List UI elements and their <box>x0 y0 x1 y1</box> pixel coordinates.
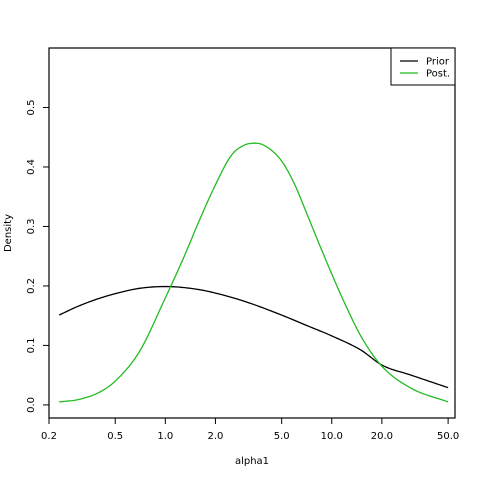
x-axis-label: alpha1 <box>235 456 269 467</box>
x-tick-label: 0.2 <box>41 431 57 442</box>
series-line-post <box>59 142 449 403</box>
x-tick-label: 5.0 <box>274 431 290 442</box>
plot-frame <box>48 47 456 419</box>
legend-label: Prior <box>426 57 450 68</box>
x-axis: 0.2 0.5 1.0 2.0 5.0 10.0 20.0 50.0 <box>41 418 459 442</box>
y-axis-label: Density <box>3 214 14 252</box>
legend-box <box>390 47 456 86</box>
y-axis: 0.0 0.1 0.2 0.3 0.4 0.5 <box>26 100 49 413</box>
y-tick-label: 0.0 <box>26 397 37 413</box>
x-tick-label: 2.0 <box>207 431 223 442</box>
y-tick-label: 0.2 <box>26 278 37 294</box>
x-tick-label: 10.0 <box>321 431 343 442</box>
legend-label: Post. <box>426 69 450 80</box>
x-tick-label: 20.0 <box>371 431 393 442</box>
series-layer <box>58 142 449 403</box>
y-tick-label: 0.5 <box>26 100 37 116</box>
y-tick-label: 0.4 <box>26 159 37 175</box>
y-tick-label: 0.1 <box>26 337 37 353</box>
x-tick-label: 50.0 <box>437 431 459 442</box>
x-tick-label: 1.0 <box>157 431 173 442</box>
x-tick-label: 0.5 <box>107 431 123 442</box>
series-line-prior <box>58 285 449 389</box>
y-tick-label: 0.3 <box>26 219 37 235</box>
